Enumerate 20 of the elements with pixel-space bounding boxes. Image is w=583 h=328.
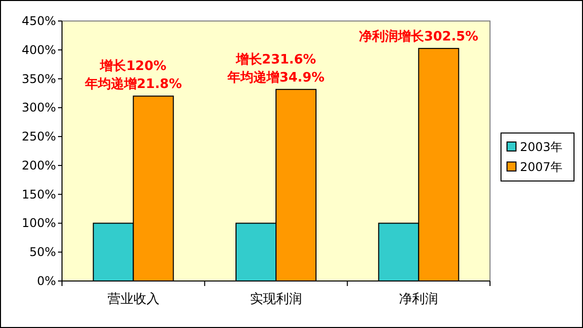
- y-tick-label: 250%: [22, 130, 56, 144]
- annotation: 增长231.6%: [234, 52, 316, 68]
- y-tick-label: 100%: [22, 216, 56, 230]
- y-tick-label: 50%: [29, 245, 56, 260]
- annotation: 净利润增长302.5%: [359, 28, 478, 44]
- y-tick-label: 450%: [22, 14, 56, 28]
- legend-label: 2003年: [520, 140, 563, 154]
- annotation: 年均递增21.8%: [84, 76, 182, 92]
- legend-label: 2007年: [520, 160, 563, 174]
- y-tick-label: 200%: [22, 158, 56, 172]
- annotation: 年均递增34.9%: [226, 69, 325, 86]
- x-tick-label: 净利润: [399, 292, 438, 307]
- annotation: 增长120%: [99, 59, 166, 74]
- x-tick-label: 实现利润: [250, 292, 302, 307]
- y-tick-label: 0%: [36, 274, 56, 288]
- x-tick-label: 营业收入: [107, 292, 160, 307]
- y-tick-label: 350%: [22, 72, 56, 86]
- y-tick-label: 400%: [22, 42, 56, 57]
- y-tick-label: 300%: [22, 100, 56, 115]
- y-tick-label: 150%: [22, 187, 56, 202]
